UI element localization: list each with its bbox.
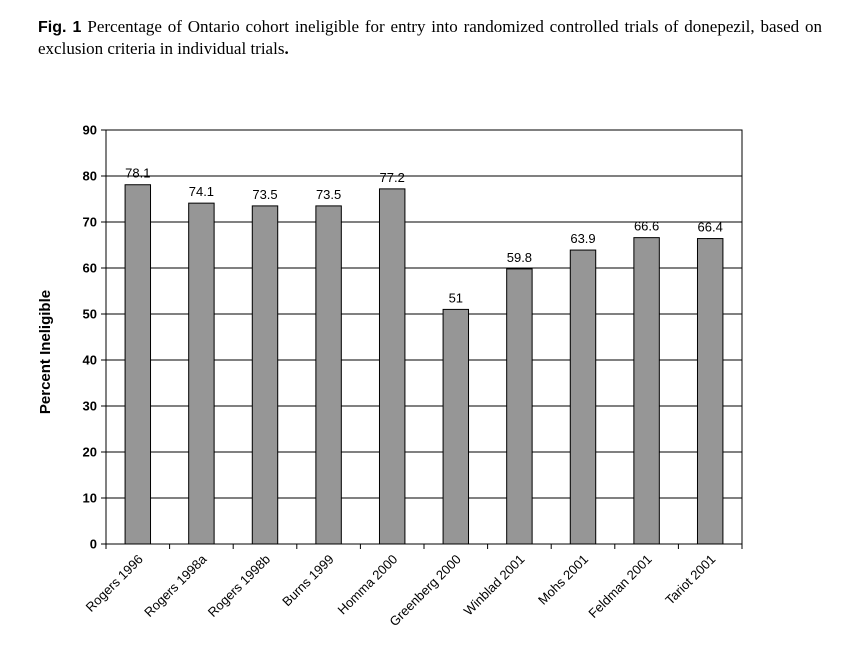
- y-tick-labels: 0 10 20 30 40 50 60 70 80 90: [83, 123, 97, 552]
- data-labels: 78.1 74.1 73.5 73.5 77.2 51 59.8 63.9 66.6 66.4: [125, 166, 723, 306]
- x-tick-label-6: Winblad 2001: [461, 552, 528, 619]
- y-tick-label-50: 50: [83, 307, 97, 322]
- bar-2: [251, 205, 279, 545]
- x-tick-label-3: Burns 1999: [279, 552, 337, 610]
- caption-text: Percentage of Ontario cohort ineligible …: [38, 17, 822, 58]
- bar-8: [633, 237, 660, 545]
- data-label-5: 51: [449, 290, 463, 305]
- bar-1: [188, 202, 215, 545]
- x-tick-label-1: Rogers 1998a: [141, 551, 210, 620]
- y-tick-label-30: 30: [83, 399, 97, 414]
- data-label-6: 59.8: [507, 250, 532, 265]
- axes: [101, 129, 743, 549]
- bar-3: [315, 205, 342, 545]
- x-tick-label-9: Tariot 2001: [662, 552, 718, 608]
- bars: [124, 184, 724, 545]
- y-axis-label: Percent Ineligible: [37, 290, 54, 414]
- y-tick-label-10: 10: [83, 491, 97, 506]
- data-label-1: 74.1: [189, 184, 214, 199]
- data-label-2: 73.5: [252, 187, 277, 202]
- data-label-7: 63.9: [570, 231, 595, 246]
- x-tick-label-2: Rogers 1998b: [205, 552, 273, 620]
- y-tick-label-20: 20: [83, 445, 97, 460]
- x-tick-label-0: Rogers 1996: [83, 552, 146, 615]
- y-tick-label-40: 40: [83, 353, 97, 368]
- y-tick-label-0: 0: [90, 537, 97, 552]
- x-tick-label-8: Feldman 2001: [585, 552, 654, 621]
- data-label-8: 66.6: [634, 219, 659, 234]
- y-tick-label-80: 80: [83, 169, 97, 184]
- figure-label: Fig. 1: [38, 19, 82, 36]
- bar-5: [442, 308, 470, 545]
- x-tick-label-4: Homma 2000: [335, 552, 401, 618]
- bar-9: [696, 238, 724, 545]
- y-tick-label-70: 70: [83, 215, 97, 230]
- data-label-4: 77.2: [380, 170, 405, 185]
- bar-7: [569, 249, 597, 545]
- bar-4: [378, 188, 406, 545]
- y-tick-label-90: 90: [83, 123, 97, 138]
- data-label-0: 78.1: [125, 166, 150, 181]
- caption-end: .: [284, 39, 289, 58]
- bar-0: [124, 184, 152, 545]
- x-tick-label-7: Mohs 2001: [535, 552, 591, 608]
- y-tick-label-60: 60: [83, 261, 97, 276]
- bar-6: [506, 268, 533, 545]
- data-label-9: 66.4: [698, 220, 723, 235]
- figure-caption: Fig. 1 Percentage of Ontario cohort ineli…: [38, 16, 822, 59]
- data-label-3: 73.5: [316, 187, 341, 202]
